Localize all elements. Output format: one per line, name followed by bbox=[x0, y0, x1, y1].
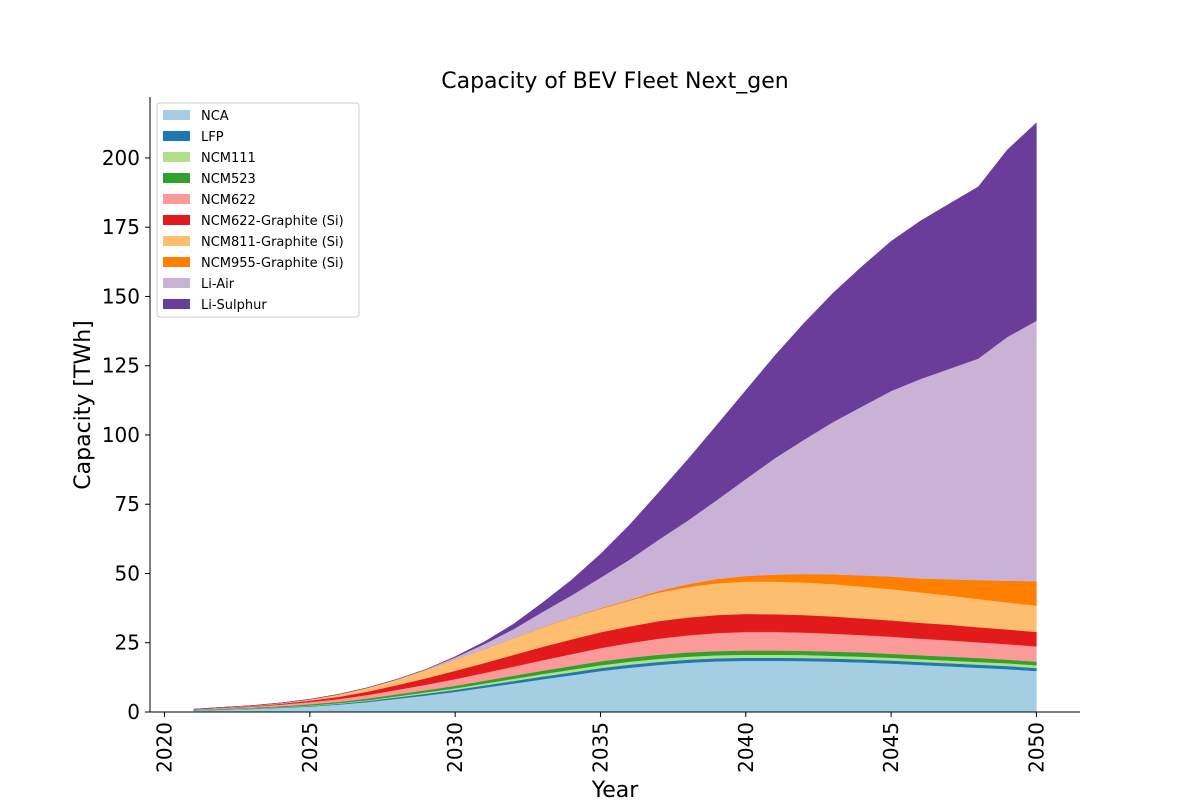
y-tick-label: 150 bbox=[102, 284, 140, 308]
area-li-sulphur bbox=[193, 122, 1037, 710]
y-tick-label: 0 bbox=[127, 700, 140, 724]
legend-label: NCM622 bbox=[201, 193, 256, 208]
x-tick-label: 2050 bbox=[1024, 722, 1048, 773]
legend-label: NCM811-Graphite (Si) bbox=[201, 235, 344, 250]
chart-title: Capacity of BEV Fleet Next_gen bbox=[441, 69, 789, 94]
legend-label: NCM111 bbox=[201, 151, 256, 166]
y-tick-label: 125 bbox=[102, 354, 140, 378]
y-tick-label: 75 bbox=[115, 492, 140, 516]
area-series-group bbox=[193, 122, 1037, 713]
legend-swatch bbox=[163, 152, 190, 162]
x-tick-label: 2035 bbox=[588, 722, 612, 773]
y-axis-title: Capacity [TWh] bbox=[71, 320, 96, 489]
legend-swatch bbox=[163, 236, 190, 246]
legend-label: LFP bbox=[201, 130, 224, 145]
legend-swatch bbox=[163, 299, 190, 309]
y-tick-label: 175 bbox=[102, 215, 140, 239]
legend-label: NCA bbox=[201, 109, 229, 124]
legend-swatch bbox=[163, 131, 190, 141]
legend-label: Li-Sulphur bbox=[201, 298, 267, 313]
legend-label: NCM955-Graphite (Si) bbox=[201, 256, 344, 271]
legend-label: Li-Air bbox=[201, 277, 235, 292]
legend-swatch bbox=[163, 278, 190, 288]
legend: NCA LFP NCM111 NCM523 NCM622 NCM622-Graphite … bbox=[156, 102, 360, 318]
x-tick-label: 2030 bbox=[443, 722, 467, 773]
legend-swatch bbox=[163, 194, 190, 204]
legend-swatch bbox=[163, 110, 190, 120]
legend-swatch bbox=[163, 173, 190, 183]
y-tick-label: 50 bbox=[115, 561, 140, 585]
axes: 2020 2025 2030 2035 2040 2045 2050 0 25 50 75 100 12… bbox=[102, 97, 1080, 773]
x-axis-title: Year bbox=[591, 778, 640, 800]
y-tick-label: 200 bbox=[102, 146, 140, 170]
x-tick-label: 2020 bbox=[153, 722, 177, 773]
y-tick-label: 25 bbox=[115, 631, 140, 655]
x-tick-label: 2045 bbox=[879, 722, 903, 773]
legend-swatch bbox=[163, 215, 190, 225]
legend-swatch bbox=[163, 257, 190, 267]
x-tick-label: 2040 bbox=[734, 722, 758, 773]
legend-box bbox=[156, 102, 360, 318]
y-tick-label: 100 bbox=[102, 423, 140, 447]
legend-label: NCM523 bbox=[201, 172, 256, 187]
legend-label: NCM622-Graphite (Si) bbox=[201, 214, 344, 229]
x-tick-label: 2025 bbox=[298, 722, 322, 773]
